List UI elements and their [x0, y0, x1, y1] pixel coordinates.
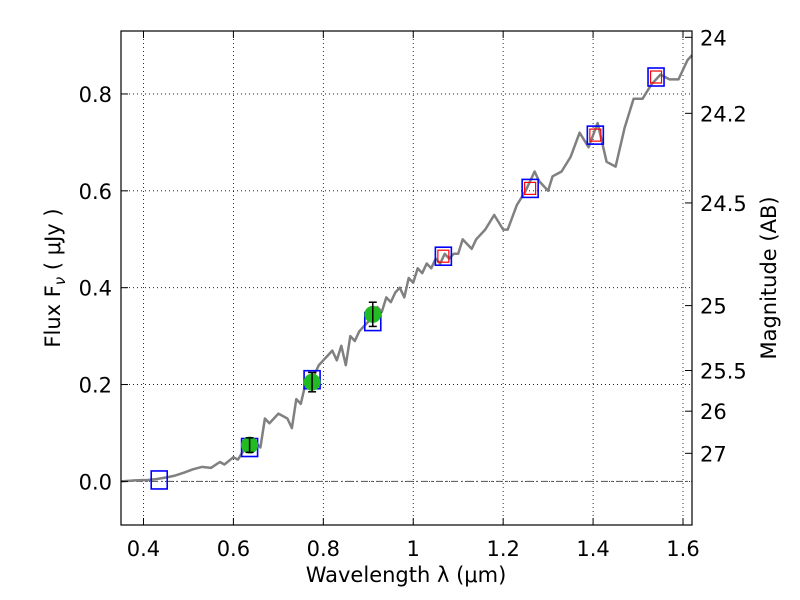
y2-tick-label: 26 [700, 400, 727, 424]
x-tick-label: 0.4 [127, 537, 160, 561]
x-tick-label: 1.6 [666, 537, 699, 561]
x-tick-label: 0.8 [307, 537, 340, 561]
y-tick-label: 0.2 [79, 374, 112, 398]
y-axis-title: Flux Fν ( μJy ) [41, 208, 69, 347]
model-point-square [647, 67, 665, 87]
y-tick-label: 0.4 [79, 277, 112, 301]
y-axis-title-subscript: ν [51, 277, 69, 285]
model-point-square [434, 246, 453, 267]
x-tick-label: 1 [407, 537, 420, 561]
y-axis-title-unit: ( μJy ) [41, 208, 65, 276]
model-point-inner-square [524, 181, 537, 196]
x-tick-label: 0.6 [217, 537, 250, 561]
model-point-square [521, 178, 539, 199]
y-tick-label: 0.6 [79, 180, 112, 204]
model-point-inner-square [649, 70, 663, 84]
model-point-inner-square [589, 128, 602, 142]
y2-tick-label: 27 [700, 442, 727, 466]
y2-tick-label: 24 [700, 26, 727, 50]
marker-layer [150, 67, 665, 490]
y-tick-label: 0.8 [79, 83, 112, 107]
plot-frame [120, 30, 693, 526]
y2-tick-label: 24.5 [700, 192, 747, 216]
x-tick-label: 1.2 [486, 537, 519, 561]
y-axis-title-main: Flux F [41, 285, 65, 347]
y-tick-label: 0.0 [79, 470, 112, 494]
model-point-square [586, 125, 605, 145]
tick-layer: 0.4 0.6 0.8 1 1.2 1.4 1.6 0.0 0.2 0.4 0.6 0.8 24 24.2… [79, 26, 747, 561]
model-point-square [150, 470, 169, 490]
y2-tick-label: 25 [700, 295, 727, 319]
model-point-inner-square [437, 249, 450, 263]
x-axis-title: Wavelength λ (μm) [306, 563, 507, 587]
y2-axis-title: Magnitude (AB) [757, 196, 781, 359]
x-tick-label: 1.4 [576, 537, 609, 561]
y2-tick-label: 24.2 [700, 102, 747, 126]
y2-tick-label: 25.5 [700, 360, 747, 384]
